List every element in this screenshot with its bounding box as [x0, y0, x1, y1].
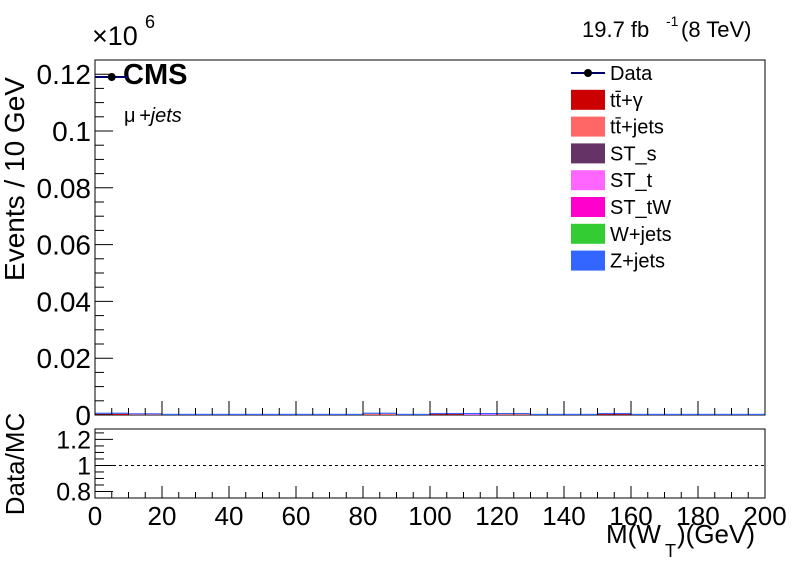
lumi-exponent: -1: [666, 13, 679, 29]
x-axis-label-sub: T: [665, 541, 676, 561]
legend-swatch: [571, 170, 605, 191]
x-tick-label: 180: [676, 501, 719, 531]
x-tick-label: 120: [475, 501, 518, 531]
energy-label: (8 TeV): [681, 17, 752, 42]
legend-swatch: [571, 143, 605, 164]
y-tick-label: 0.02: [37, 343, 92, 374]
legend-swatch: [571, 250, 605, 271]
ratio-y-tick-label: 1.2: [56, 426, 91, 454]
x-tick-label: 200: [743, 501, 786, 531]
legend-data-marker: [584, 69, 592, 77]
y-tick-label: 0.1: [52, 116, 91, 147]
legend-swatch: [571, 223, 605, 244]
x-tick-label: 20: [148, 501, 177, 531]
data-points: [95, 73, 129, 82]
legend-label: ST_s: [610, 143, 657, 165]
x-tick-label: 140: [542, 501, 585, 531]
y-tick-label: 0.04: [37, 286, 92, 317]
ratio-y-axis: 0.811.2: [56, 426, 113, 506]
x-axis: 0 20 40 60 80 100 120 140 160 180 200: [88, 486, 787, 531]
y-tick-label: 0.06: [37, 230, 92, 261]
legend-label: Data: [610, 63, 653, 85]
x-tick-label: 80: [349, 501, 378, 531]
lumi-value: 19.7 fb: [582, 17, 649, 42]
x-axis-ticks-upper: [94, 401, 766, 415]
y-tick-label: 0: [75, 400, 91, 431]
legend-swatch: [571, 197, 605, 217]
legend-label: Z+jets: [610, 251, 665, 273]
main-plot-frame: [94, 59, 766, 416]
legend-swatch: [571, 116, 605, 137]
lumi-label: 19.7 fb -1 (8 TeV): [582, 13, 752, 42]
legend-swatch: [571, 89, 605, 110]
channel-label: μ +jets: [124, 105, 182, 127]
cms-label: CMS: [123, 59, 187, 91]
legend-label: ST_t: [610, 170, 653, 192]
legend-label: tt̄+γ: [610, 89, 643, 111]
x-axis-label-end: )(GeV): [677, 519, 755, 549]
x-tick-label: 0: [88, 501, 102, 531]
ratio-y-tick-label: 0.8: [56, 478, 91, 506]
channel-muon: μ: [124, 105, 136, 127]
y-axis-label: Events / 10 GeV: [0, 77, 30, 281]
multiplier-label: ×10 6: [92, 12, 155, 51]
data-point: [107, 73, 116, 82]
legend-label: ST_tW: [610, 197, 671, 219]
x-tick-label: 100: [408, 501, 451, 531]
x-tick-label: 40: [215, 501, 244, 531]
ratio-y-tick-label: 1: [77, 452, 91, 480]
channel-jets: +jets: [139, 105, 182, 127]
legend-label: W+jets: [610, 224, 672, 246]
x-axis-label: M(W T )(GeV): [606, 519, 755, 561]
legend: Data tt̄+γ tt̄+jets ST_s ST_t ST_tW W+jets Z+je…: [571, 63, 672, 273]
x-tick-label: 60: [282, 501, 311, 531]
x-axis-label-main: M(W: [606, 519, 661, 549]
ratio-y-axis-label: Data/MC: [0, 413, 30, 516]
legend-label: tt̄+jets: [610, 116, 664, 138]
x-tick-label: 160: [609, 501, 652, 531]
y-tick-label: 0.08: [37, 173, 92, 204]
multiplier-exponent: 6: [145, 12, 155, 32]
multiplier-base: ×10: [92, 21, 138, 51]
y-axis: 0 0.02 0.04 0.06 0.08 0.1 0.12: [37, 59, 113, 431]
y-tick-label: 0.12: [37, 59, 92, 90]
